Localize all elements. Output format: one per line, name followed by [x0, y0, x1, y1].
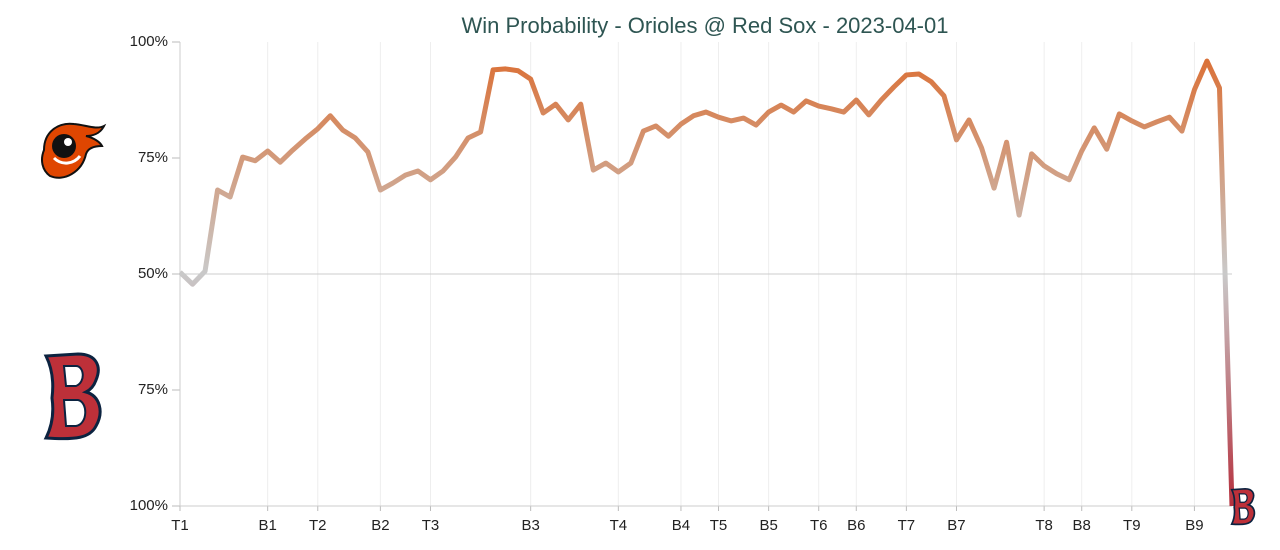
y-tick-label: 50% [138, 265, 168, 282]
orioles-logo [41, 122, 107, 179]
x-tick-label: T1 [171, 517, 189, 534]
x-tick-label: B8 [1073, 517, 1091, 534]
x-tick-label: T7 [898, 517, 916, 534]
x-tick-label: T4 [610, 517, 628, 534]
x-tick-label: T5 [710, 517, 728, 534]
x-tick-label: B6 [847, 517, 865, 534]
x-tick-label: T3 [422, 517, 440, 534]
x-tick-label: T9 [1123, 517, 1141, 534]
x-tick-label: B1 [258, 517, 276, 534]
x-tick-label: B9 [1185, 517, 1203, 534]
x-tick-label: B4 [672, 517, 690, 534]
x-tick-label: B5 [759, 517, 777, 534]
x-tick-label: B3 [521, 517, 539, 534]
x-tick-label: T8 [1035, 517, 1053, 534]
chart-title: Win Probability - Orioles @ Red Sox - 20… [462, 13, 949, 38]
y-tick-label: 100% [130, 33, 168, 50]
y-tick-label: 75% [138, 381, 168, 398]
redsox-logo [43, 352, 102, 441]
x-tick-label: B7 [947, 517, 965, 534]
y-tick-label: 100% [130, 497, 168, 514]
redsox-logo-small [1230, 487, 1256, 526]
x-tick-label: T6 [810, 517, 828, 534]
y-tick-label: 75% [138, 149, 168, 166]
x-tick-label: B2 [371, 517, 389, 534]
win-probability-line [178, 58, 1235, 507]
x-tick-label: T2 [309, 517, 327, 534]
